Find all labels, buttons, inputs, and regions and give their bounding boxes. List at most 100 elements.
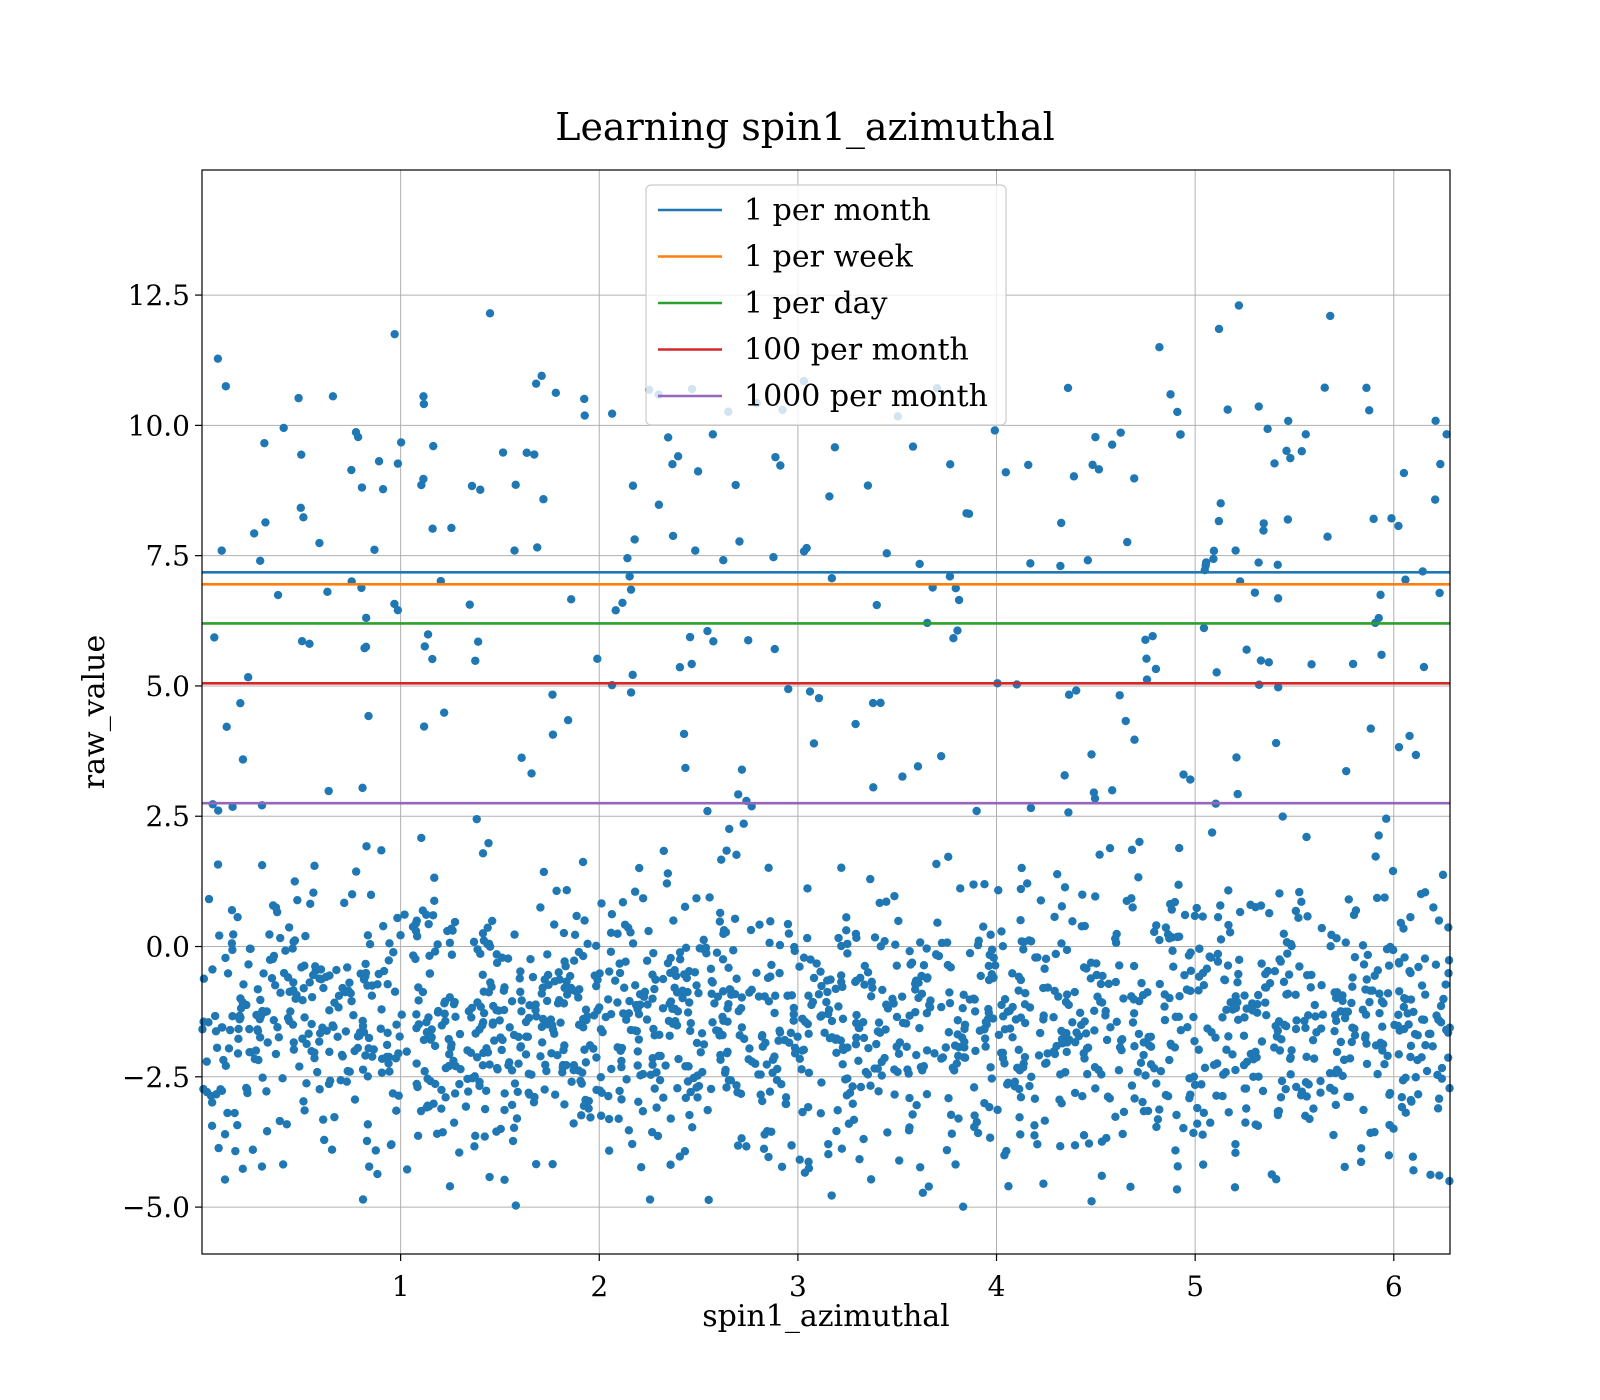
- data-point: [1378, 1022, 1387, 1031]
- data-point: [537, 1022, 547, 1032]
- data-point: [396, 438, 406, 447]
- data-point: [1056, 561, 1065, 571]
- data-point: [1231, 1003, 1241, 1013]
- data-point: [484, 988, 494, 997]
- data-point: [361, 613, 371, 623]
- data-point: [806, 955, 815, 964]
- data-point: [275, 1116, 285, 1126]
- data-point: [1262, 1011, 1271, 1020]
- data-point: [615, 968, 625, 978]
- data-point: [1090, 1062, 1100, 1072]
- data-point: [1195, 944, 1204, 953]
- data-point: [230, 1108, 239, 1118]
- data-point: [837, 1144, 847, 1153]
- data-point: [1216, 901, 1225, 910]
- data-point: [1304, 1080, 1313, 1089]
- data-point: [1375, 1008, 1384, 1018]
- data-point: [1112, 929, 1121, 939]
- data-point: [1127, 845, 1137, 855]
- data-point: [1242, 1104, 1251, 1113]
- data-point: [954, 1114, 963, 1123]
- data-point: [271, 903, 281, 912]
- data-point: [693, 1093, 702, 1102]
- data-point: [1212, 1091, 1221, 1100]
- data-point: [382, 1040, 392, 1050]
- data-point: [517, 996, 526, 1005]
- data-point: [1169, 962, 1178, 971]
- data-point: [798, 1107, 807, 1117]
- data-point: [890, 1090, 899, 1099]
- data-point: [262, 1127, 272, 1136]
- data-point: [1016, 1130, 1025, 1139]
- data-point: [1080, 921, 1090, 931]
- data-point: [759, 1144, 769, 1153]
- data-point: [1062, 1029, 1071, 1038]
- data-point: [1134, 1029, 1144, 1039]
- data-point: [1179, 1123, 1188, 1133]
- data-point: [1160, 1002, 1169, 1011]
- data-point: [1079, 963, 1089, 972]
- data-point: [540, 1085, 549, 1094]
- data-point: [1331, 1068, 1340, 1078]
- data-point: [644, 926, 653, 936]
- data-point: [1016, 915, 1025, 925]
- data-point: [994, 1030, 1004, 1040]
- data-point: [340, 898, 349, 908]
- data-point: [1406, 1052, 1415, 1062]
- data-point: [1292, 1016, 1301, 1025]
- data-point: [310, 1048, 319, 1057]
- data-point: [1160, 1015, 1170, 1025]
- data-point: [548, 730, 558, 739]
- data-point: [1094, 465, 1104, 474]
- data-point: [838, 1014, 848, 1024]
- data-point: [1351, 906, 1361, 915]
- data-point: [956, 884, 965, 893]
- data-point: [1291, 990, 1300, 999]
- data-point: [1194, 1045, 1203, 1054]
- data-point: [1241, 1118, 1250, 1127]
- data-point: [420, 642, 429, 651]
- data-point: [1393, 1021, 1403, 1030]
- data-point: [204, 1018, 213, 1027]
- data-point: [878, 985, 887, 995]
- data-point: [618, 898, 628, 907]
- data-point: [1394, 1050, 1404, 1059]
- data-point: [1256, 901, 1266, 910]
- data-point: [553, 1051, 562, 1060]
- data-point: [666, 1160, 675, 1169]
- data-point: [217, 1023, 226, 1032]
- data-point: [592, 1053, 601, 1062]
- data-point: [1214, 324, 1224, 334]
- data-point: [1286, 1053, 1295, 1062]
- data-point: [450, 997, 459, 1007]
- data-point: [824, 1139, 833, 1149]
- data-point: [315, 974, 324, 983]
- data-point: [279, 423, 288, 433]
- data-point: [848, 1099, 858, 1108]
- data-point: [490, 1036, 499, 1045]
- data-point: [661, 1061, 670, 1070]
- data-point: [498, 1035, 507, 1045]
- data-point: [1435, 588, 1444, 598]
- data-point: [484, 838, 493, 848]
- data-point: [511, 1201, 521, 1210]
- data-point: [1060, 771, 1069, 780]
- data-point: [473, 637, 483, 646]
- data-point: [630, 981, 640, 990]
- data-point: [345, 978, 354, 987]
- data-point: [498, 448, 508, 457]
- data-point: [1034, 1051, 1044, 1060]
- data-point: [694, 988, 703, 998]
- data-point: [720, 1068, 730, 1077]
- data-point: [199, 1084, 208, 1094]
- data-point: [377, 1005, 386, 1014]
- data-point: [692, 1038, 702, 1048]
- data-point: [1209, 546, 1219, 556]
- data-point: [306, 899, 315, 908]
- data-point: [1248, 1006, 1257, 1015]
- data-point: [228, 1011, 237, 1021]
- data-point: [1112, 1017, 1121, 1027]
- data-point: [429, 1099, 438, 1108]
- data-point: [805, 687, 815, 696]
- data-point: [1083, 1069, 1092, 1079]
